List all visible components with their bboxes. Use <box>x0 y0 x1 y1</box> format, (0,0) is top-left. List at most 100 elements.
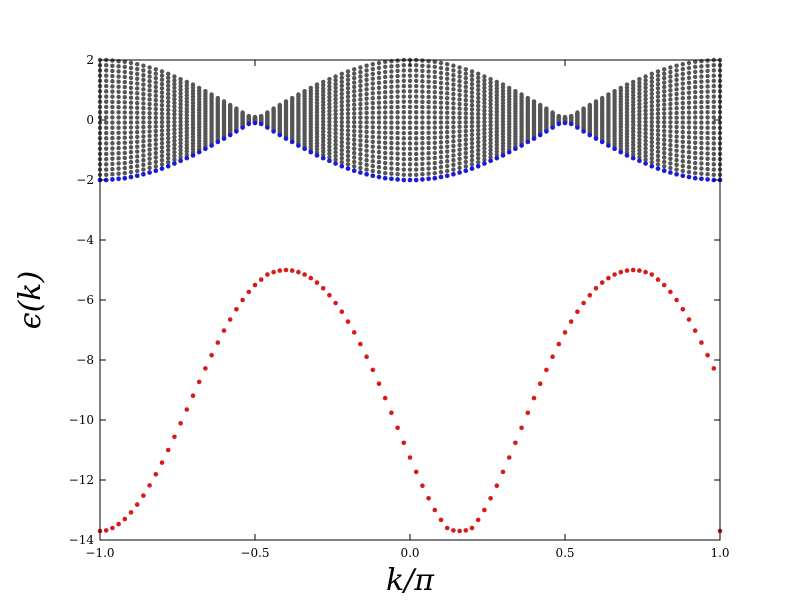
continuum-point <box>500 143 506 149</box>
continuum-point <box>655 107 661 112</box>
continuum-point <box>426 171 431 176</box>
continuum-point <box>680 61 685 67</box>
band-edge-point <box>364 172 369 177</box>
continuum-point <box>153 80 158 85</box>
band-edge-point <box>426 176 431 182</box>
band-edge-point <box>624 153 630 158</box>
continuum-point <box>339 87 344 93</box>
continuum-point <box>389 161 394 166</box>
continuum-point <box>451 162 456 168</box>
continuum-point <box>383 64 388 70</box>
continuum-point <box>352 137 357 143</box>
continuum-point <box>190 110 196 115</box>
continuum-point <box>662 115 667 120</box>
continuum-point <box>104 63 109 68</box>
continuum-point <box>271 106 276 111</box>
continuum-point <box>469 157 475 163</box>
continuum-point <box>686 140 692 145</box>
continuum-point <box>383 165 388 171</box>
continuum-point <box>345 111 351 116</box>
continuum-point <box>476 115 481 121</box>
continuum-point <box>643 81 648 87</box>
continuum-point <box>135 105 140 111</box>
continuum-point <box>190 88 196 93</box>
continuum-point <box>624 122 630 127</box>
continuum-point <box>116 89 121 95</box>
continuum-point <box>190 119 196 124</box>
continuum-point <box>184 129 189 134</box>
continuum-point <box>141 72 146 78</box>
continuum-point <box>445 139 450 145</box>
continuum-point <box>624 107 630 112</box>
continuum-point <box>476 143 481 149</box>
continuum-point <box>389 84 394 89</box>
continuum-point <box>358 106 363 111</box>
continuum-point <box>401 73 406 78</box>
continuum-point <box>401 136 406 141</box>
isolated-band-point <box>283 267 289 273</box>
continuum-point <box>141 120 146 125</box>
continuum-point <box>178 87 183 93</box>
continuum-point <box>420 99 425 105</box>
continuum-point <box>420 115 425 120</box>
continuum-point <box>643 138 648 144</box>
continuum-point <box>686 95 692 100</box>
continuum-point <box>699 156 704 161</box>
continuum-point <box>457 115 462 120</box>
band-edge-point <box>612 146 617 152</box>
continuum-point <box>445 105 450 111</box>
continuum-point <box>482 93 487 98</box>
continuum-point <box>674 129 679 135</box>
continuum-point <box>352 146 357 151</box>
continuum-point <box>184 126 189 131</box>
continuum-point <box>420 94 425 99</box>
continuum-point <box>166 159 171 165</box>
continuum-point <box>699 79 704 84</box>
continuum-point <box>345 162 351 167</box>
continuum-point <box>420 89 425 94</box>
continuum-point <box>494 79 499 85</box>
continuum-point <box>172 123 177 128</box>
continuum-point <box>358 142 363 148</box>
continuum-point <box>693 135 698 140</box>
continuum-point <box>376 150 382 155</box>
continuum-point <box>693 130 698 135</box>
continuum-point <box>395 115 400 120</box>
continuum-point <box>407 120 413 125</box>
isolated-band-point <box>463 528 469 533</box>
continuum-point <box>438 80 444 86</box>
continuum-point <box>172 81 177 87</box>
continuum-point <box>680 81 685 86</box>
continuum-point <box>500 131 506 137</box>
continuum-point <box>116 64 121 69</box>
continuum-point <box>364 148 369 153</box>
continuum-point <box>122 165 128 171</box>
continuum-point <box>110 79 115 84</box>
continuum-point <box>395 161 400 167</box>
isolated-band-point <box>661 282 667 288</box>
continuum-point <box>476 131 481 137</box>
isolated-band-point <box>265 272 270 277</box>
continuum-point <box>172 89 177 94</box>
continuum-point <box>624 125 630 130</box>
band-edge-point <box>451 172 456 177</box>
y-tick-label: −2 <box>76 173 94 187</box>
continuum-point <box>637 116 642 121</box>
continuum-point <box>321 145 326 151</box>
continuum-point <box>463 115 468 120</box>
continuum-point <box>314 110 320 115</box>
isolated-band-point <box>630 267 636 273</box>
continuum-point <box>153 97 158 103</box>
continuum-point <box>190 140 196 146</box>
continuum-point <box>500 147 506 152</box>
continuum-point <box>445 168 450 174</box>
continuum-point <box>699 151 704 156</box>
isolated-band-point <box>413 469 419 475</box>
continuum-point <box>482 127 487 132</box>
continuum-point <box>445 149 450 154</box>
continuum-point <box>699 105 704 110</box>
continuum-point <box>401 125 406 131</box>
continuum-point <box>352 164 357 169</box>
band-edge-point <box>606 143 611 148</box>
